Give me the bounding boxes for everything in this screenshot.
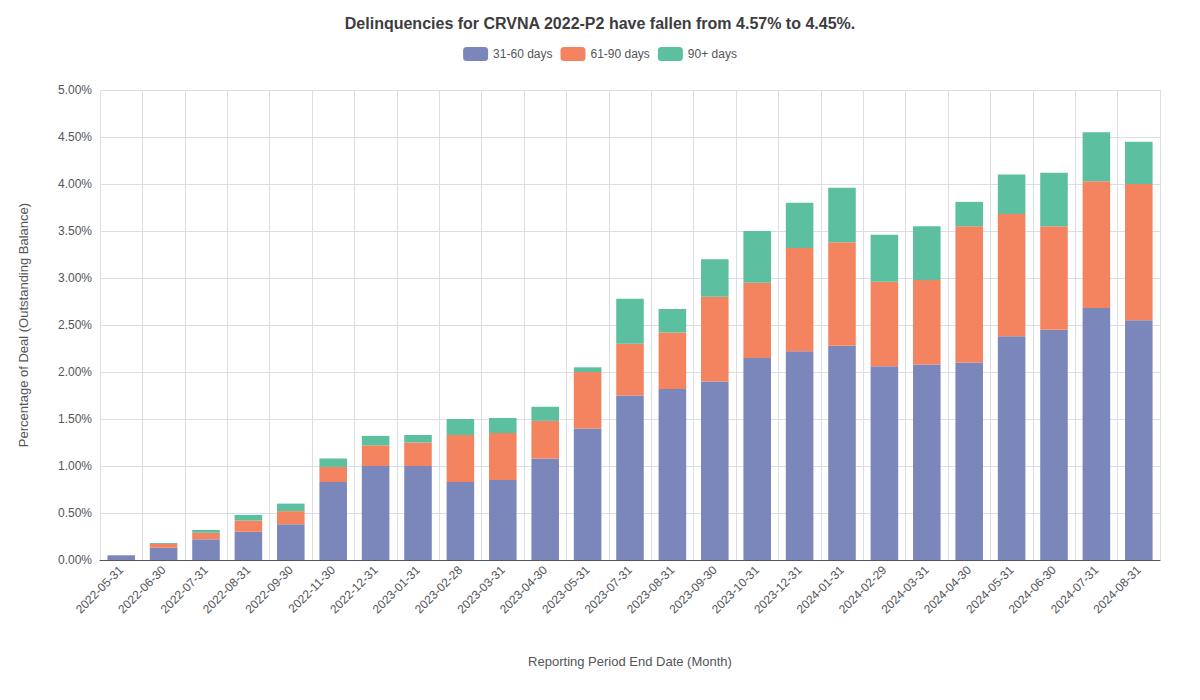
svg-text:2.00%: 2.00% [58, 365, 92, 379]
svg-text:1.50%: 1.50% [58, 412, 92, 426]
svg-text:31-60 days: 31-60 days [493, 47, 552, 61]
svg-text:61-90 days: 61-90 days [590, 47, 649, 61]
svg-text:Percentage of Deal (Outstandin: Percentage of Deal (Outstanding Balance) [16, 203, 31, 447]
svg-text:2023-10-31: 2023-10-31 [708, 563, 763, 617]
svg-text:2024-08-31: 2024-08-31 [1090, 563, 1143, 616]
svg-text:2023-02-28: 2023-02-28 [412, 563, 466, 617]
svg-text:2022-08-31: 2022-08-31 [200, 563, 254, 617]
svg-text:0.50%: 0.50% [58, 506, 92, 520]
svg-text:2024-04-30: 2024-04-30 [920, 563, 975, 617]
svg-text:2023-03-31: 2023-03-31 [454, 563, 508, 617]
svg-text:3.00%: 3.00% [58, 271, 92, 285]
svg-text:2.50%: 2.50% [58, 318, 92, 332]
svg-text:2022-12-31: 2022-12-31 [327, 563, 381, 617]
svg-text:2023-09-30: 2023-09-30 [666, 563, 720, 617]
svg-text:0.00%: 0.00% [58, 553, 92, 567]
svg-text:2024-02-29: 2024-02-29 [836, 563, 890, 617]
svg-text:2022-09-30: 2022-09-30 [242, 563, 296, 617]
svg-text:4.00%: 4.00% [58, 177, 92, 191]
svg-text:2023-01-31: 2023-01-31 [369, 563, 423, 617]
svg-text:90+ days: 90+ days [688, 47, 737, 61]
svg-text:2023-12-31: 2023-12-31 [751, 563, 805, 617]
svg-text:4.50%: 4.50% [58, 130, 92, 144]
svg-text:2022-07-31: 2022-07-31 [157, 563, 211, 617]
svg-text:2024-06-30: 2024-06-30 [1005, 563, 1059, 617]
svg-text:2023-07-31: 2023-07-31 [581, 563, 635, 617]
svg-text:2022-05-31: 2022-05-31 [72, 563, 127, 617]
svg-text:2022-11-30: 2022-11-30 [285, 563, 339, 616]
svg-text:2022-06-30: 2022-06-30 [115, 563, 169, 617]
svg-text:2024-01-31: 2024-01-31 [793, 563, 847, 617]
svg-text:Delinquencies for CRVNA 2022-P: Delinquencies for CRVNA 2022-P2 have fal… [345, 15, 855, 32]
svg-text:5.00%: 5.00% [58, 83, 92, 97]
svg-text:2023-08-31: 2023-08-31 [624, 563, 678, 617]
svg-text:Reporting Period End Date (Mon: Reporting Period End Date (Month) [528, 654, 732, 669]
svg-text:1.00%: 1.00% [58, 459, 92, 473]
svg-text:2024-05-31: 2024-05-31 [963, 563, 1017, 617]
svg-text:2023-05-31: 2023-05-31 [539, 563, 593, 617]
svg-text:2024-03-31: 2024-03-31 [878, 563, 932, 617]
svg-text:2024-07-31: 2024-07-31 [1048, 563, 1102, 617]
svg-text:2023-04-30: 2023-04-30 [496, 563, 551, 617]
svg-text:3.50%: 3.50% [58, 224, 92, 238]
